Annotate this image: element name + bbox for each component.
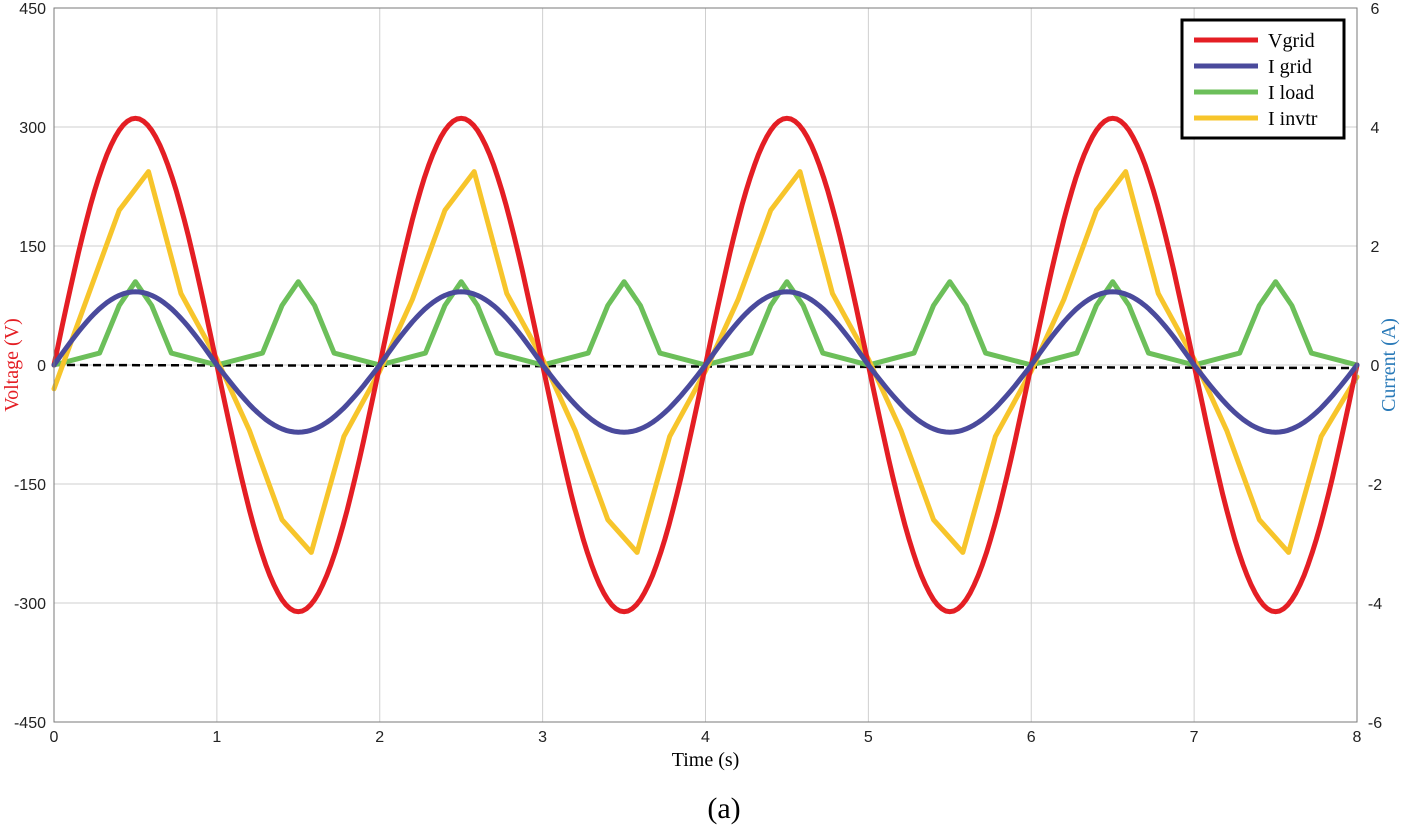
series-line-i-grid: [51, 289, 1360, 435]
right-y-tick-label: 2: [1371, 239, 1380, 256]
legend: Vgrid I grid I load I invtr: [1180, 18, 1346, 140]
left-axis-title: Voltage (V): [1, 318, 23, 412]
left-y-tick-label: -450: [14, 715, 46, 732]
x-tick-label: 1: [212, 729, 221, 746]
right-y-tick-label: -4: [1368, 596, 1382, 613]
x-axis-title: Time (s): [672, 749, 740, 771]
plot-frame: [53, 7, 1358, 723]
x-tick-label: 3: [538, 729, 547, 746]
right-y-tick-label: 6: [1371, 1, 1380, 18]
figure-caption: (a): [707, 792, 740, 825]
legend-label: I load: [1268, 82, 1314, 104]
legend-label: I grid: [1268, 56, 1312, 78]
x-tick-label: 4: [701, 729, 710, 746]
left-y-tick-label: 0: [37, 358, 46, 375]
x-tick-label: 6: [1027, 729, 1036, 746]
x-tick-label: 7: [1190, 729, 1199, 746]
x-tick-label: 2: [375, 729, 384, 746]
x-tick-label: 5: [864, 729, 873, 746]
left-y-tick-label: 150: [19, 239, 46, 256]
left-y-tick-label: -150: [14, 477, 46, 494]
x-tick-label: 8: [1353, 729, 1362, 746]
legend-label: I invtr: [1268, 108, 1318, 130]
right-y-tick-label: -6: [1368, 715, 1382, 732]
x-tick-label: 0: [50, 729, 59, 746]
right-axis-title: Current (A): [1378, 318, 1400, 412]
tick-labels: 0 1 2 3 4 5 6 7 8 450 300 150 0 -150 -300 -450 6 4 2 0 -2 -4 -…: [14, 1, 1382, 746]
left-y-tick-label: 300: [19, 120, 46, 137]
data-series: [51, 115, 1360, 615]
left-y-tick-label: -300: [14, 596, 46, 613]
right-y-tick-label: 0: [1371, 358, 1380, 375]
left-y-tick-label: 450: [19, 1, 46, 18]
legend-label: Vgrid: [1268, 30, 1315, 52]
right-y-tick-label: -2: [1368, 477, 1382, 494]
right-y-tick-label: 4: [1371, 120, 1380, 137]
